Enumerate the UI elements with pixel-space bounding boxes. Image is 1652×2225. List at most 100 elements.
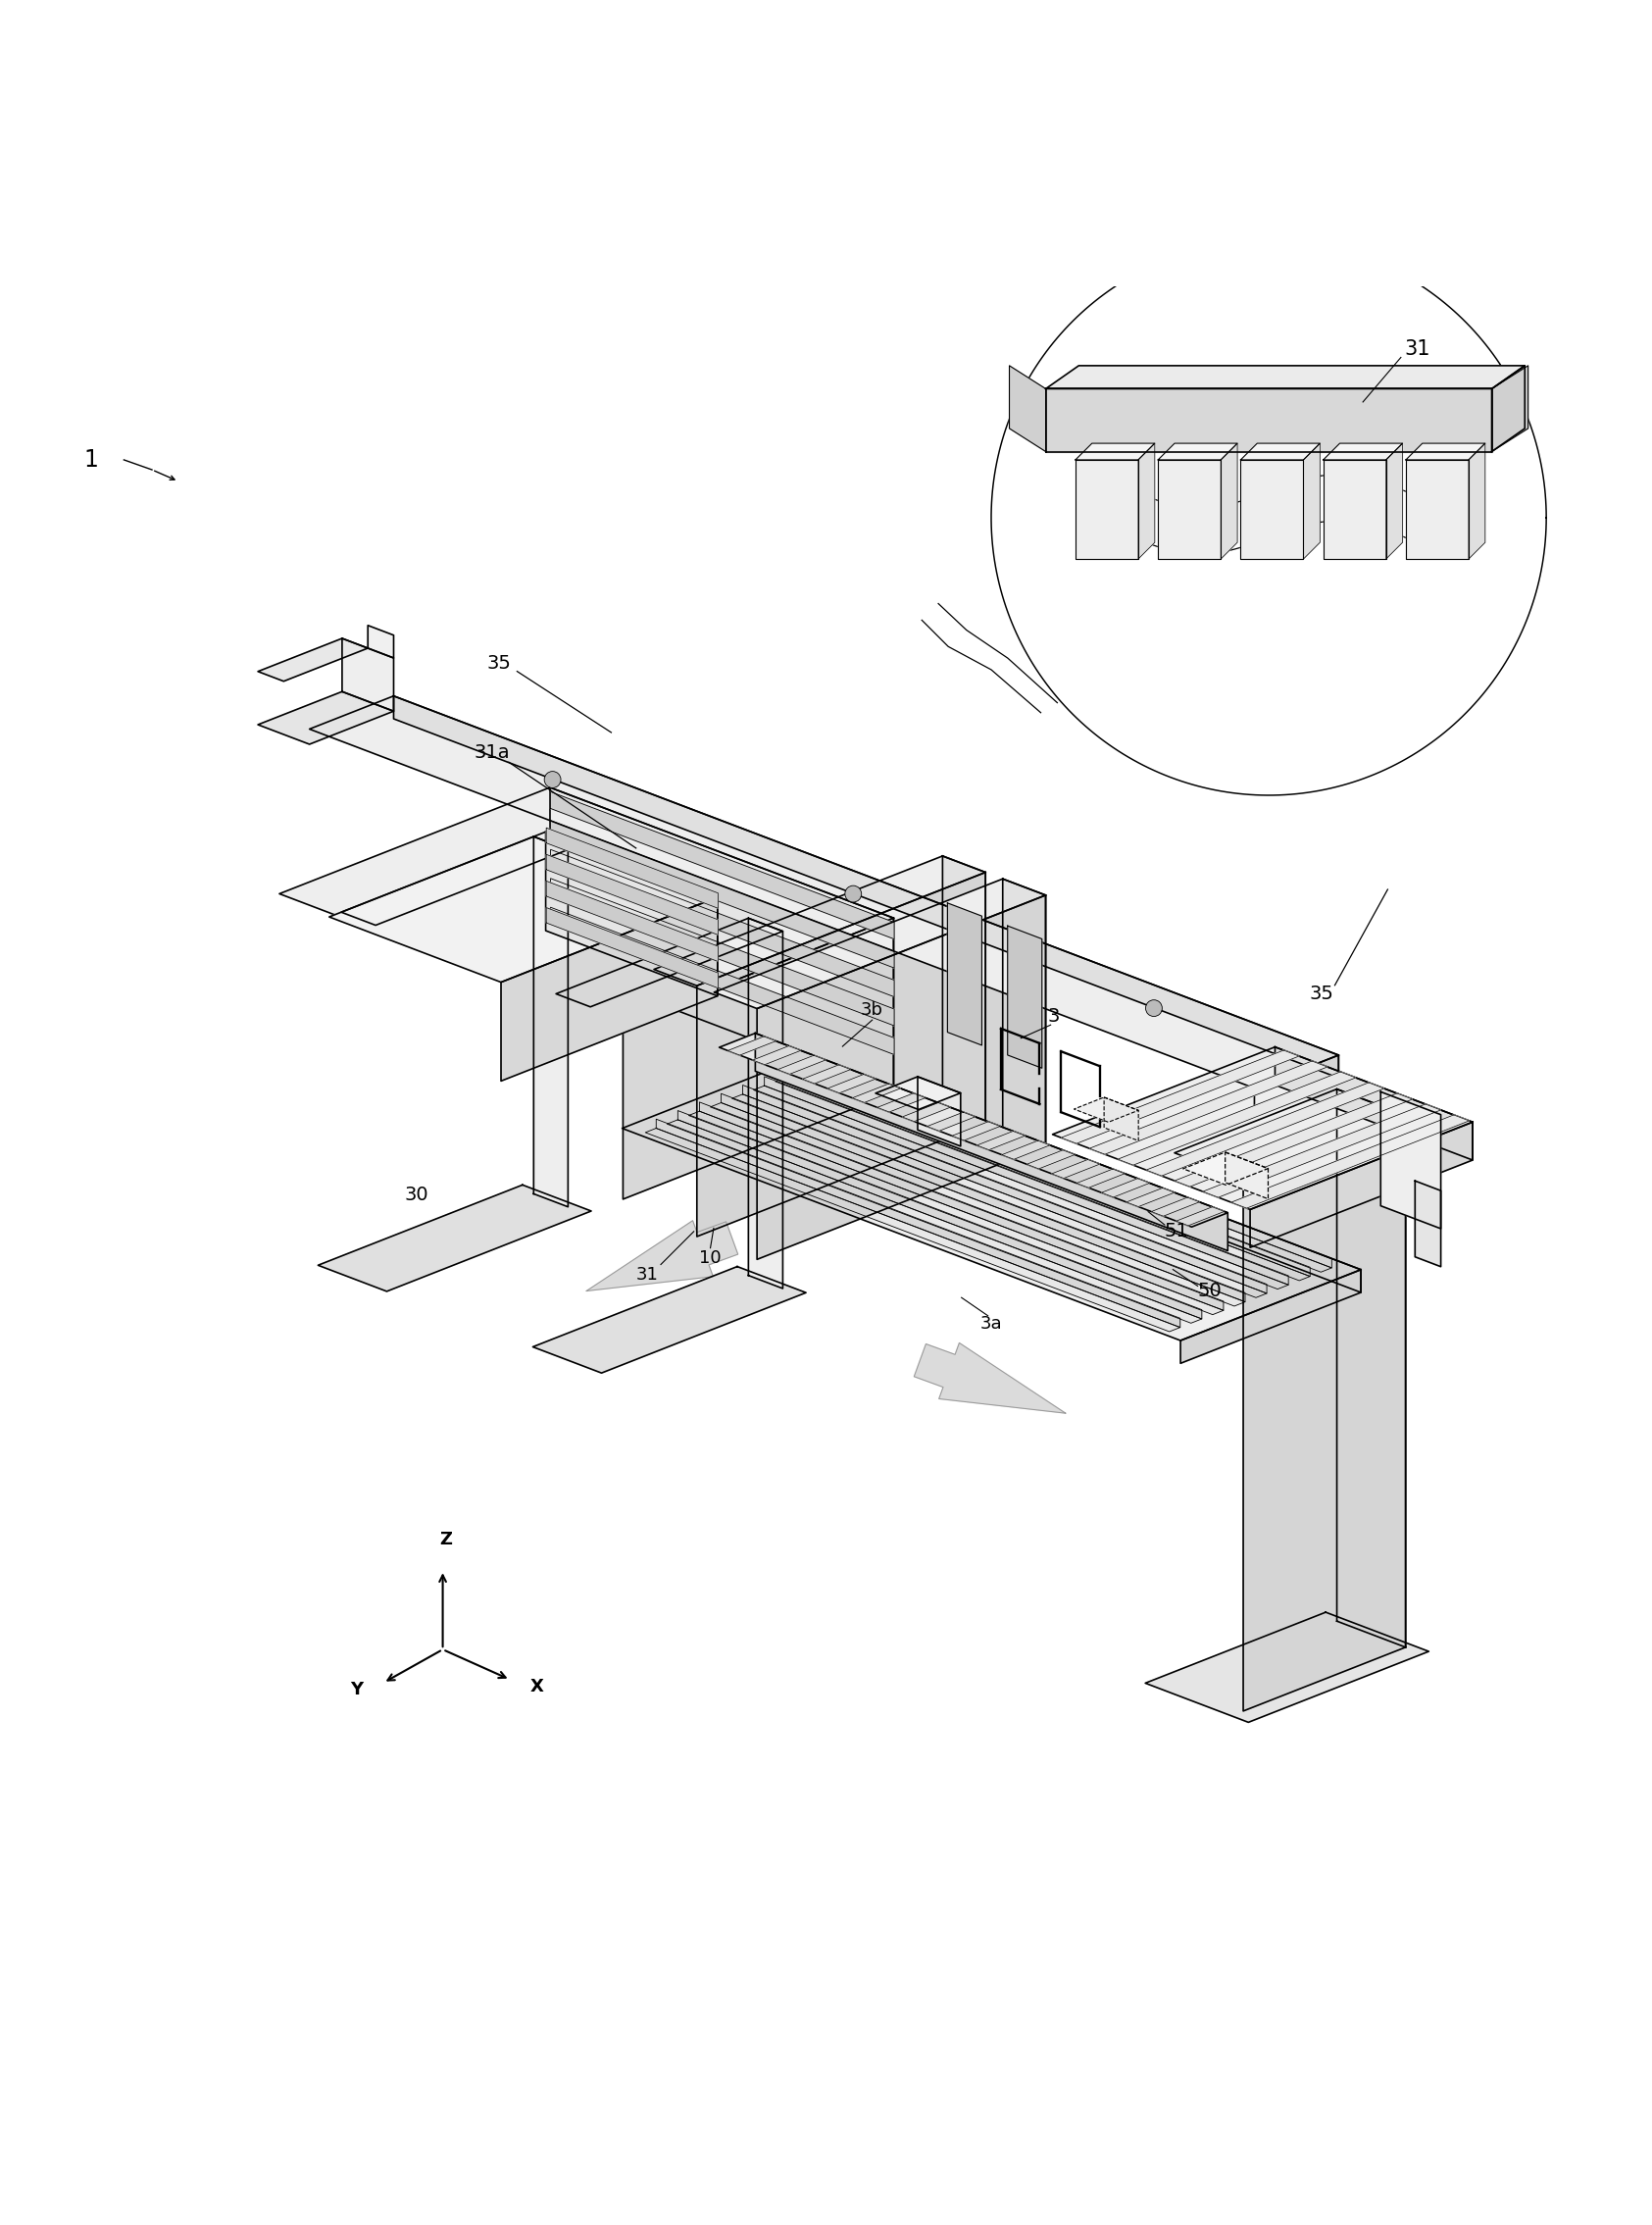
Polygon shape [778, 1055, 826, 1075]
Text: Y: Y [350, 1680, 363, 1698]
Polygon shape [1074, 1097, 1138, 1121]
Polygon shape [697, 872, 986, 1237]
Polygon shape [1089, 1061, 1328, 1155]
Polygon shape [722, 1092, 1246, 1302]
Polygon shape [654, 857, 986, 986]
Polygon shape [914, 1344, 1066, 1413]
Polygon shape [828, 1075, 876, 1092]
Circle shape [544, 772, 560, 788]
Polygon shape [1158, 443, 1237, 461]
Polygon shape [1254, 1055, 1338, 1110]
Text: 31: 31 [636, 1266, 659, 1284]
Polygon shape [1127, 1188, 1175, 1206]
Polygon shape [342, 639, 393, 712]
Polygon shape [1416, 1181, 1441, 1266]
Polygon shape [1492, 365, 1525, 452]
Polygon shape [258, 639, 368, 681]
Polygon shape [1323, 443, 1403, 461]
Polygon shape [1001, 1141, 1051, 1159]
Text: 3a: 3a [980, 1315, 1003, 1333]
Polygon shape [689, 1110, 1224, 1315]
Polygon shape [1118, 1072, 1356, 1166]
Polygon shape [1381, 1092, 1441, 1228]
Text: 31: 31 [1404, 340, 1431, 358]
Circle shape [1145, 999, 1161, 1017]
Polygon shape [755, 1032, 1227, 1250]
Polygon shape [1102, 1179, 1150, 1197]
Text: 1: 1 [84, 447, 97, 472]
Polygon shape [1241, 461, 1303, 558]
Polygon shape [547, 881, 719, 961]
Polygon shape [1028, 1150, 1075, 1168]
Polygon shape [803, 1066, 851, 1084]
Polygon shape [743, 1086, 1267, 1293]
Polygon shape [1052, 1159, 1100, 1179]
Polygon shape [1046, 365, 1525, 389]
Polygon shape [547, 908, 719, 988]
Polygon shape [1492, 365, 1528, 452]
Polygon shape [1176, 1206, 1224, 1226]
Polygon shape [1303, 443, 1320, 558]
Text: Z: Z [439, 1531, 453, 1549]
Polygon shape [876, 1077, 960, 1110]
Polygon shape [753, 1046, 801, 1066]
Polygon shape [309, 696, 1338, 1088]
Polygon shape [948, 903, 981, 1046]
Polygon shape [1009, 365, 1046, 452]
Polygon shape [667, 1119, 1201, 1324]
Polygon shape [550, 821, 894, 968]
Polygon shape [677, 1110, 1201, 1319]
Polygon shape [1406, 443, 1485, 461]
Polygon shape [550, 788, 894, 1092]
Polygon shape [368, 625, 393, 659]
Polygon shape [757, 894, 1046, 1259]
Text: 3b: 3b [861, 1001, 884, 1019]
Polygon shape [699, 1101, 1224, 1311]
Polygon shape [719, 1032, 1227, 1226]
Polygon shape [547, 828, 719, 908]
Text: 31a: 31a [474, 743, 510, 761]
Text: 35: 35 [487, 654, 510, 672]
Polygon shape [803, 1057, 1361, 1293]
Polygon shape [1052, 1048, 1472, 1210]
Polygon shape [586, 1222, 738, 1290]
Polygon shape [877, 1092, 925, 1112]
Polygon shape [917, 1077, 960, 1146]
Polygon shape [1138, 443, 1155, 558]
Polygon shape [1008, 926, 1042, 1068]
Polygon shape [1151, 1197, 1199, 1217]
Polygon shape [1226, 1153, 1269, 1199]
Polygon shape [1221, 443, 1237, 558]
Polygon shape [1145, 1613, 1429, 1722]
Polygon shape [545, 832, 717, 997]
Polygon shape [714, 879, 1046, 1008]
Polygon shape [1061, 1050, 1298, 1144]
Polygon shape [258, 692, 393, 743]
Polygon shape [623, 1057, 1361, 1339]
Polygon shape [550, 850, 894, 997]
Polygon shape [1158, 461, 1221, 558]
Polygon shape [1077, 1168, 1125, 1188]
Polygon shape [732, 1095, 1267, 1297]
Polygon shape [342, 837, 568, 926]
Polygon shape [393, 696, 1338, 1077]
Polygon shape [1231, 1115, 1469, 1208]
Polygon shape [534, 837, 568, 1206]
Polygon shape [1003, 879, 1046, 1146]
Polygon shape [1175, 1092, 1412, 1186]
Polygon shape [1323, 461, 1386, 558]
Polygon shape [1241, 443, 1320, 461]
Polygon shape [646, 1128, 1180, 1331]
Polygon shape [748, 919, 783, 1288]
Polygon shape [1046, 389, 1492, 452]
Polygon shape [1183, 1153, 1269, 1186]
Polygon shape [1146, 1084, 1384, 1175]
Text: 3: 3 [1047, 1008, 1061, 1026]
Polygon shape [943, 857, 986, 1124]
Text: 50: 50 [1198, 1282, 1221, 1299]
Text: 35: 35 [1310, 983, 1333, 1003]
Polygon shape [1469, 443, 1485, 558]
Polygon shape [1181, 1270, 1361, 1364]
Polygon shape [1336, 1088, 1406, 1646]
Text: 10: 10 [699, 1248, 722, 1266]
